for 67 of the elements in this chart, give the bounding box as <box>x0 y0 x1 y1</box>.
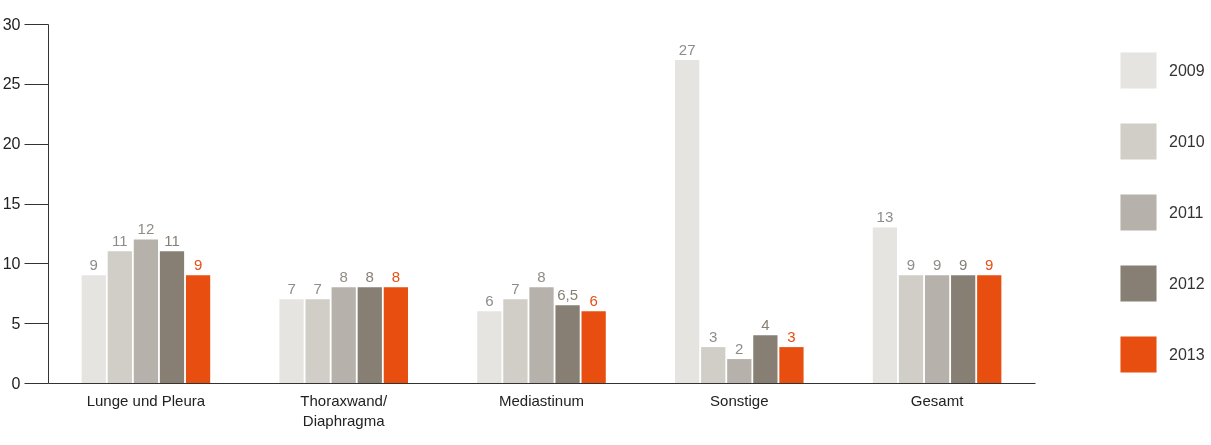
x-tick-label: Gesamt <box>910 391 965 409</box>
bar <box>675 59 700 383</box>
data-label: 2 <box>735 340 744 358</box>
bar <box>555 305 580 383</box>
x-tick-label: Sonstige <box>710 391 769 409</box>
bar <box>503 299 528 383</box>
bar <box>872 227 898 383</box>
x-tick-label: Lunge und Pleura <box>86 391 206 409</box>
bar <box>753 335 778 383</box>
data-label: 7 <box>511 280 520 298</box>
bar <box>305 299 330 383</box>
x-tick-label: Thoraxwand/Diaphragma <box>300 391 388 429</box>
bar <box>477 311 502 383</box>
data-label: 9 <box>906 256 916 274</box>
bar <box>331 287 356 383</box>
legend-label: 2009 <box>1169 61 1205 79</box>
data-label: 12 <box>137 220 155 238</box>
data-label: 11 <box>112 232 128 250</box>
y-tick-label: 0 <box>11 374 21 392</box>
bar <box>185 275 211 383</box>
data-label: 6 <box>589 292 598 310</box>
y-tick-label: 20 <box>2 135 21 153</box>
legend-label: 2012 <box>1169 274 1205 292</box>
bar <box>924 275 950 383</box>
data-label: 8 <box>339 268 348 286</box>
y-tick-label: 10 <box>2 254 21 272</box>
bar <box>951 275 976 383</box>
data-label: 8 <box>391 268 401 286</box>
bar <box>779 347 804 383</box>
bar <box>977 275 1002 383</box>
data-label: 6 <box>485 292 494 310</box>
data-label: 9 <box>193 256 203 274</box>
data-label: 11 <box>164 232 180 250</box>
data-label: 27 <box>678 40 696 58</box>
bar <box>898 275 924 383</box>
y-tick-label: 15 <box>2 195 21 212</box>
data-label: 9 <box>985 256 994 274</box>
bar <box>107 251 132 383</box>
data-label: 6,5 <box>557 286 579 304</box>
y-tick-label: 5 <box>11 314 21 332</box>
bar <box>133 239 159 383</box>
data-label: 9 <box>959 256 968 274</box>
y-tick-label: 25 <box>2 75 21 93</box>
data-label: 13 <box>876 208 894 226</box>
legend-label: 2010 <box>1169 132 1205 150</box>
data-label: 8 <box>537 268 546 286</box>
bar <box>383 287 408 383</box>
data-label: 9 <box>89 256 98 274</box>
data-label: 7 <box>287 280 296 298</box>
bar <box>727 359 752 383</box>
legend-label: 2013 <box>1169 345 1205 363</box>
data-label: 4 <box>761 316 770 334</box>
bar <box>529 287 554 383</box>
y-tick-label: 30 <box>2 15 21 33</box>
data-label: 7 <box>313 280 322 298</box>
data-label: 3 <box>709 328 718 346</box>
legend-label: 2011 <box>1169 203 1204 221</box>
data-label: 9 <box>932 256 942 274</box>
bar <box>357 287 382 383</box>
bar <box>81 275 106 383</box>
bar <box>159 251 185 383</box>
bar <box>581 311 606 383</box>
data-label: 3 <box>787 328 796 346</box>
x-tick-label: Mediastinum <box>498 391 585 409</box>
bar <box>701 347 726 383</box>
bar <box>279 299 304 383</box>
data-label: 8 <box>365 268 374 286</box>
